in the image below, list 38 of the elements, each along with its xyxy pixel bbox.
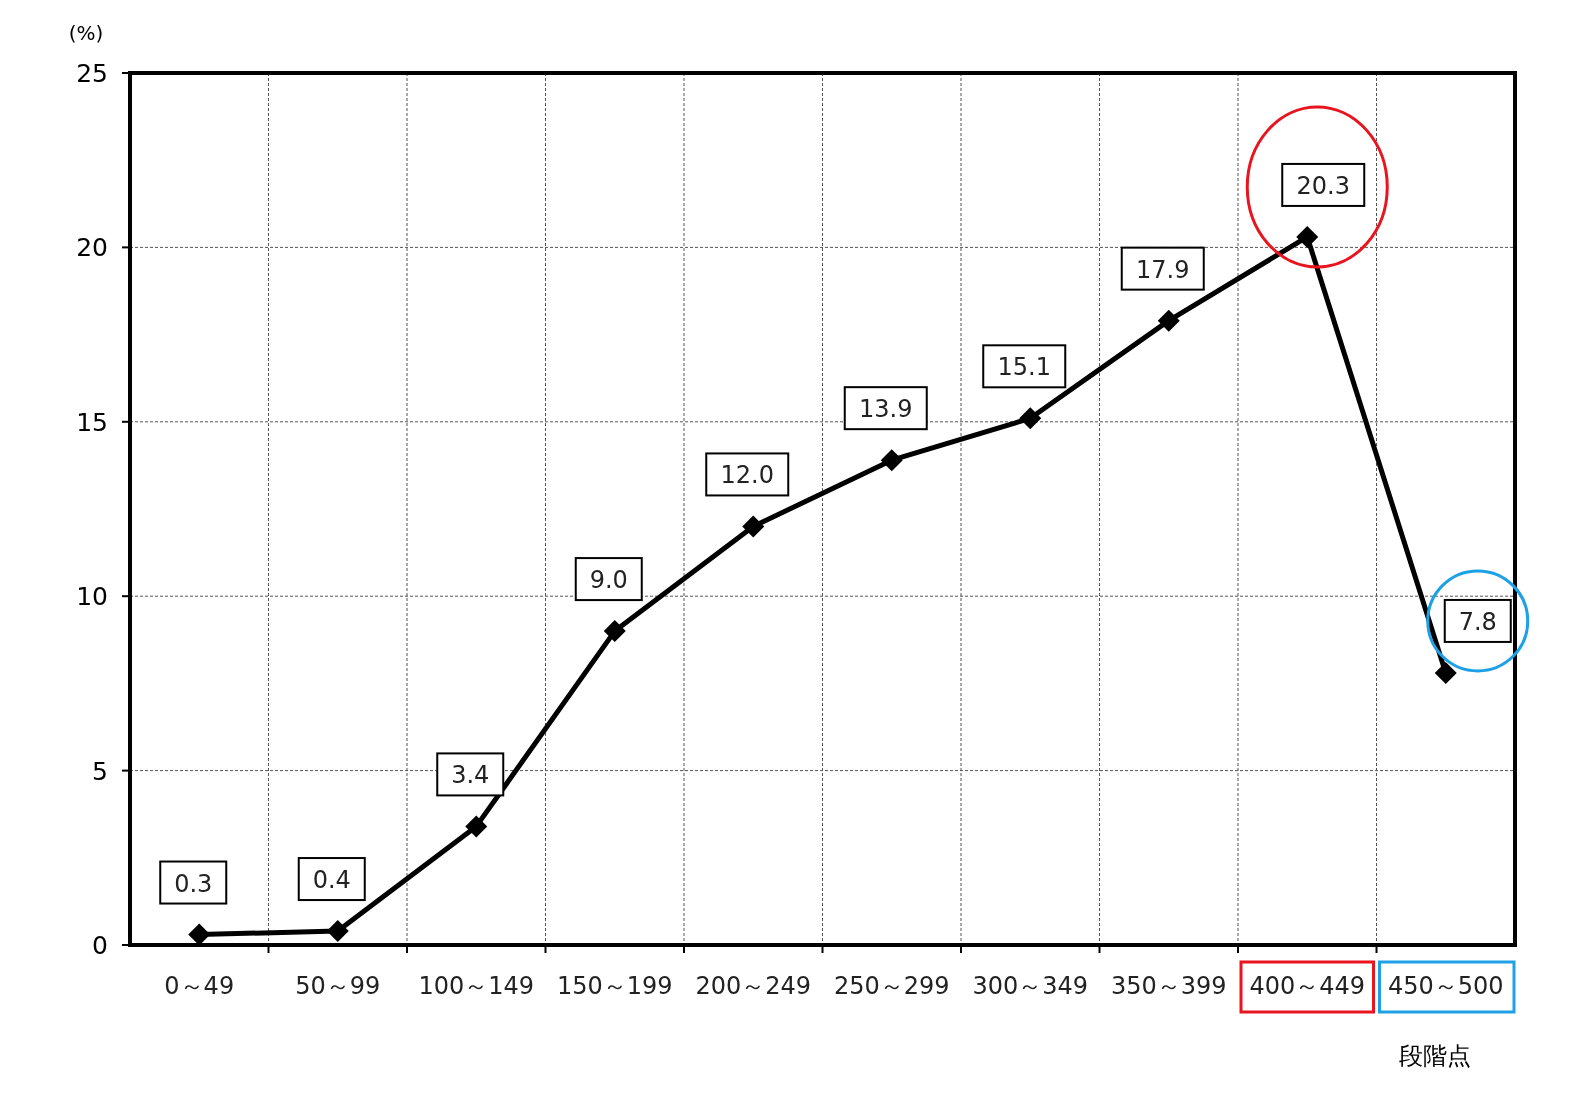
data-label: 7.8 xyxy=(1458,607,1497,636)
data-label: 20.3 xyxy=(1296,171,1350,200)
data-label: 15.1 xyxy=(997,353,1051,382)
point xyxy=(1434,661,1457,684)
x-axis-title: 段階点 xyxy=(1399,1042,1471,1070)
y-tick-label: 5 xyxy=(92,756,108,786)
data-label: 3.4 xyxy=(451,761,490,790)
y-axis-title: (%) xyxy=(68,21,104,45)
data-label: 0.3 xyxy=(174,869,213,898)
data-label: 9.0 xyxy=(589,566,628,595)
point xyxy=(188,923,211,946)
point xyxy=(1019,407,1042,430)
x-tick-label: 250～299 xyxy=(833,972,950,1000)
y-tick-label: 15 xyxy=(76,407,108,437)
data-label: 13.9 xyxy=(859,395,913,424)
y-tick-label: 25 xyxy=(76,59,108,88)
point xyxy=(465,815,488,838)
point xyxy=(603,620,626,643)
y-tick-label: 20 xyxy=(76,233,108,263)
point xyxy=(880,449,903,472)
data-label: 17.9 xyxy=(1136,255,1190,284)
x-tick-label: 0～49 xyxy=(164,972,235,1000)
x-tick-label: 100～149 xyxy=(418,972,535,1000)
x-tick-label: 450～500 xyxy=(1387,972,1504,1000)
x-tick-label: 400～449 xyxy=(1249,972,1366,1000)
x-tick-label: 50～99 xyxy=(295,972,381,1000)
data-label: 12.0 xyxy=(720,461,774,490)
y-tick-label: 10 xyxy=(76,582,108,612)
point xyxy=(1157,309,1180,332)
y-tick-label: 0 xyxy=(92,931,108,960)
point xyxy=(742,515,765,538)
point xyxy=(326,920,349,943)
point xyxy=(1296,225,1319,248)
x-tick-label: 350～399 xyxy=(1110,972,1227,1000)
data-label: 0.4 xyxy=(312,866,351,895)
x-tick-label: 300～349 xyxy=(972,972,1089,1000)
x-tick-label: 150～199 xyxy=(556,972,673,1000)
x-tick-label: 200～249 xyxy=(695,972,812,1000)
